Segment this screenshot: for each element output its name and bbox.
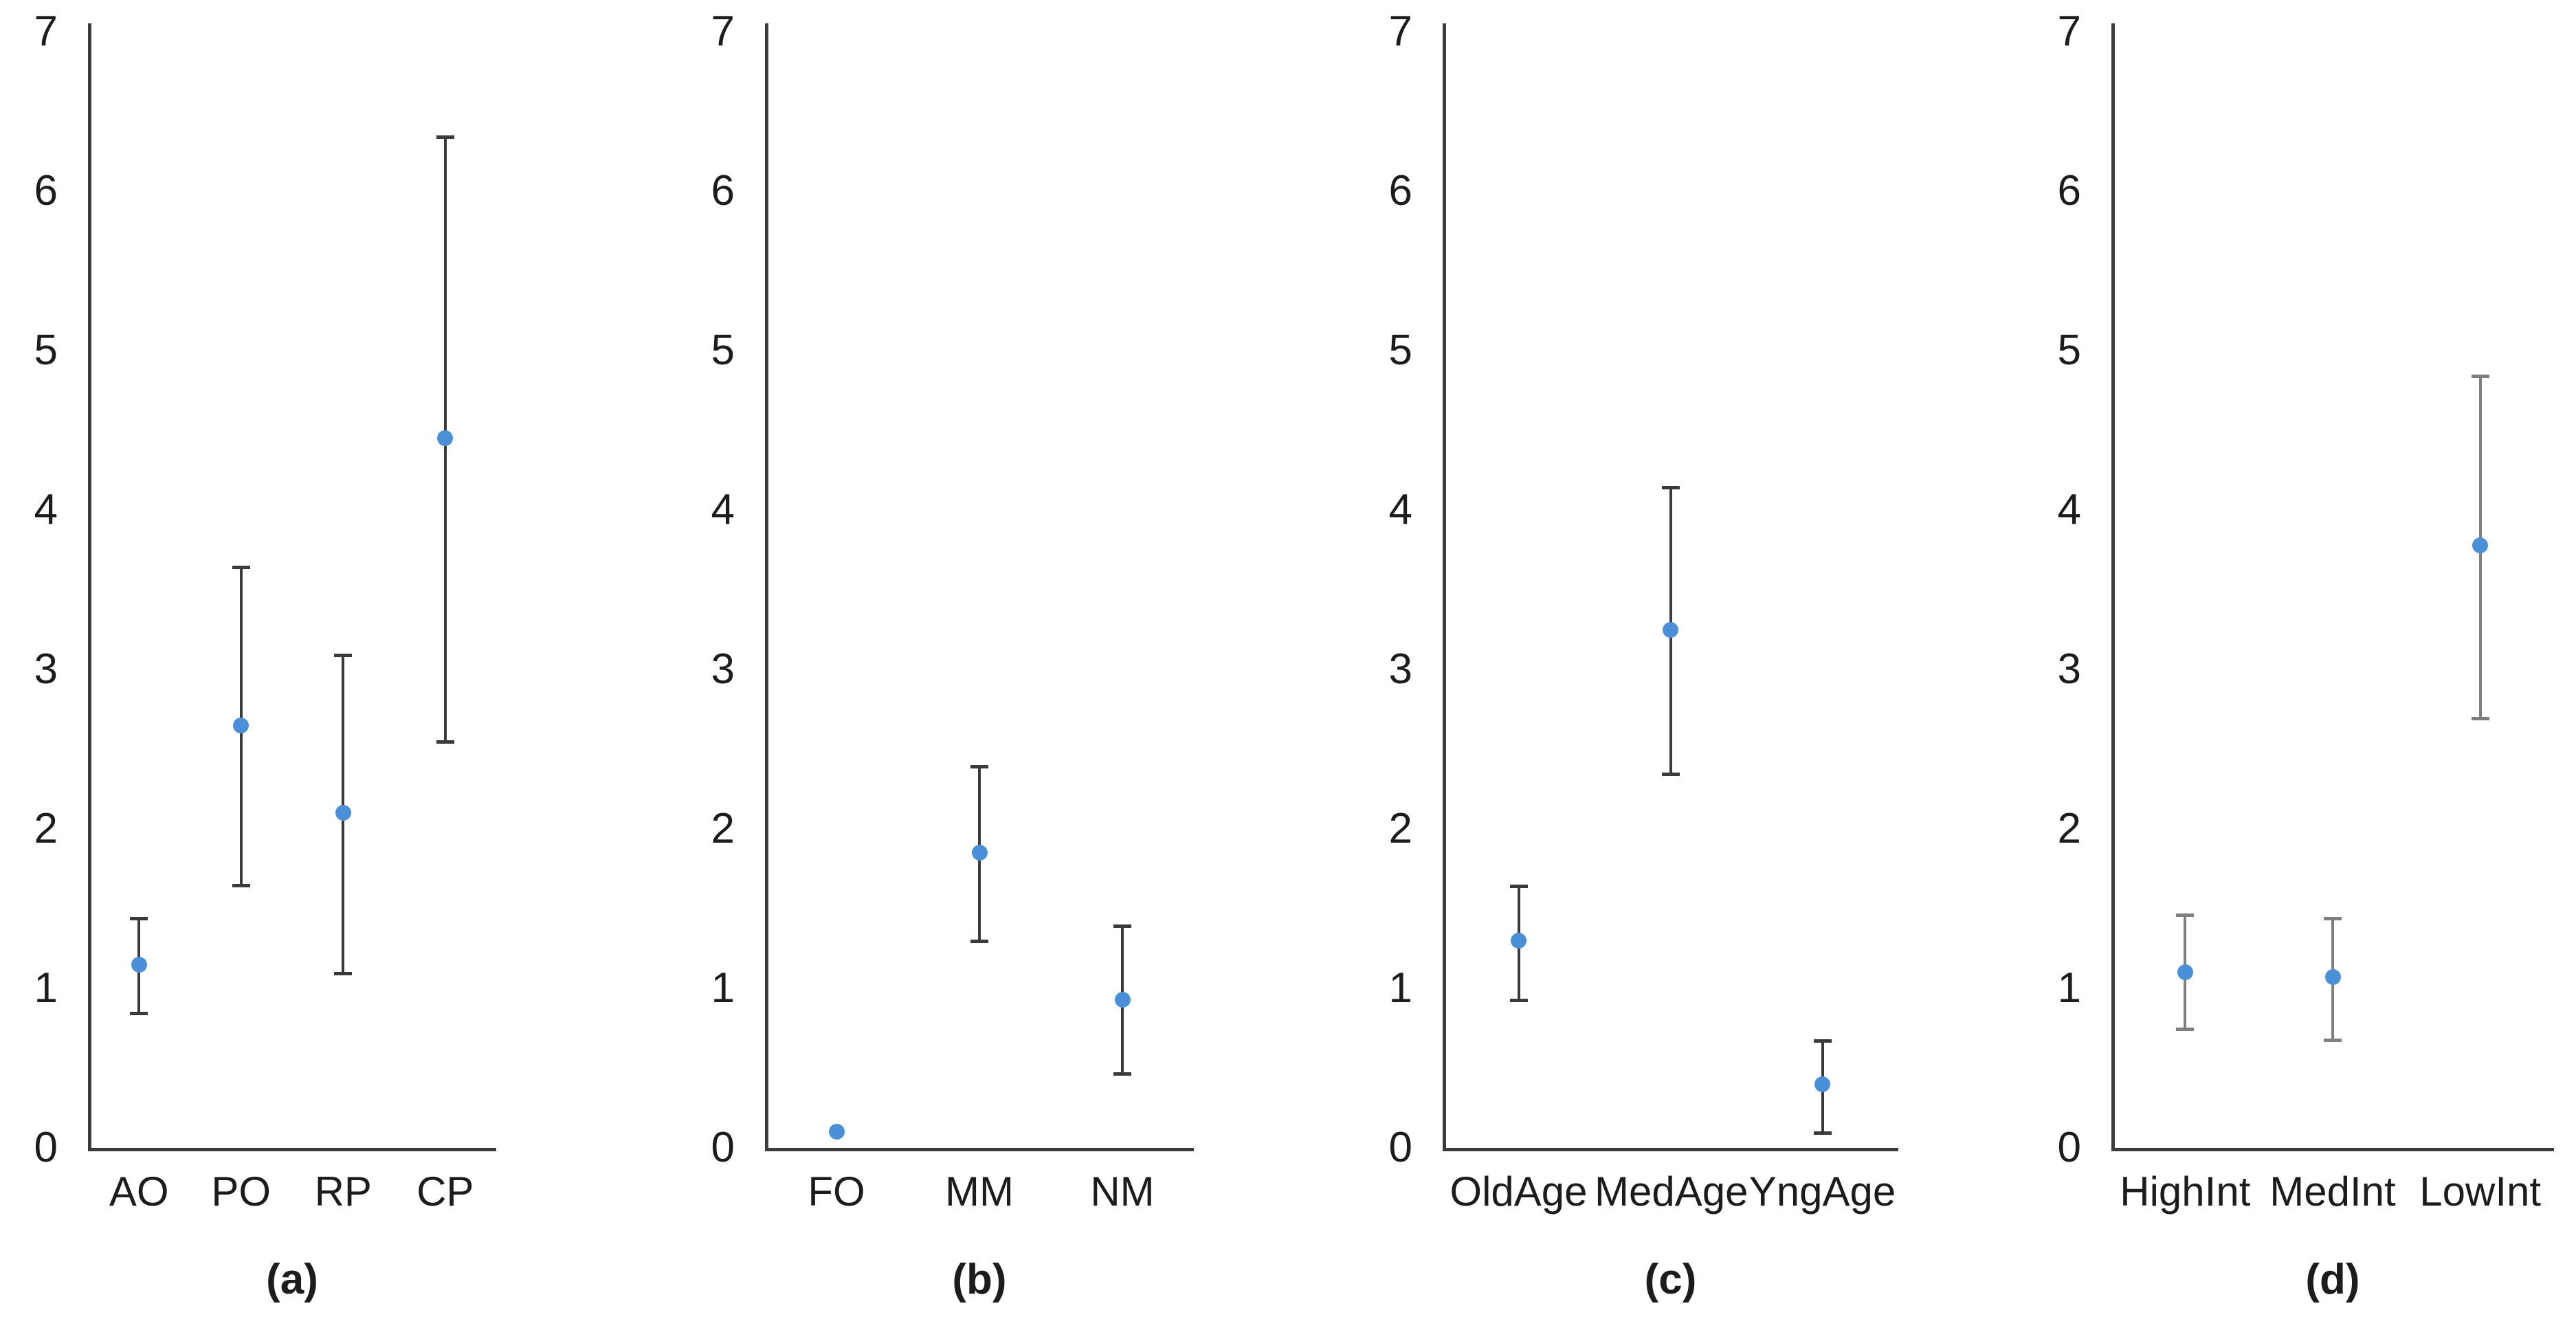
y-tick-label: 1 (34, 964, 58, 1012)
panel-c: 0 1 2 3 4 5 6 7 OldAge MedAge YngAge (c) (1292, 0, 1931, 1330)
error-bar-cap-bottom (1113, 1072, 1131, 1076)
y-tick-label: 2 (711, 805, 735, 852)
y-tick-label: 2 (2057, 805, 2081, 852)
x-axis-line (765, 1148, 1194, 1151)
error-bar-cap-top (1113, 924, 1131, 929)
panel-caption: (b) (952, 1256, 1007, 1303)
category-label: CP (417, 1168, 474, 1215)
y-tick-label: 6 (34, 167, 58, 214)
error-bar-cap-bottom (2176, 1028, 2195, 1031)
y-tick-label: 3 (1388, 645, 1412, 693)
y-tick-label: 3 (2057, 645, 2081, 693)
data-point-marker (828, 1124, 845, 1140)
error-bar-cap-bottom (2471, 716, 2489, 720)
y-axis-line (765, 23, 768, 1151)
data-point-marker (2324, 969, 2341, 986)
data-point-marker (971, 845, 988, 861)
panel-d: 0 1 2 3 4 5 6 7 HighInt MedInt LowInt (d) (1931, 0, 2576, 1330)
category-label: PO (211, 1168, 271, 1215)
y-tick-label: 7 (34, 8, 58, 55)
error-bar-cap-top (130, 916, 148, 920)
error-bar-cap-bottom (1813, 1131, 1832, 1135)
category-label: LowInt (2419, 1168, 2542, 1215)
y-tick-label: 6 (1388, 167, 1412, 214)
y-tick-label: 4 (34, 486, 58, 533)
y-tick-label: 4 (1388, 486, 1412, 533)
data-point-marker (1814, 1076, 1830, 1092)
y-tick-label: 6 (2057, 167, 2081, 214)
panel-a: 0 1 2 3 4 5 6 7 AO PO RP CP (a) (0, 0, 646, 1330)
y-tick-label: 0 (1388, 1124, 1412, 1171)
data-point-marker (2472, 537, 2489, 553)
error-bar-cap-top (970, 765, 988, 769)
category-label: AO (109, 1168, 169, 1215)
y-tick-label: 2 (1388, 805, 1412, 852)
error-bar-cap-bottom (334, 971, 353, 975)
panel-b: 0 1 2 3 4 5 6 7 FO MM NM (b) (646, 0, 1292, 1330)
data-point-marker (233, 717, 249, 733)
y-tick-label: 0 (711, 1124, 735, 1171)
error-bar-cap-top (232, 566, 250, 570)
error-bar-cap-top (2324, 916, 2342, 920)
data-point-marker (1511, 932, 1526, 949)
category-label: YngAge (1748, 1168, 1896, 1215)
y-tick-label: 1 (711, 964, 735, 1012)
data-point-marker (1663, 621, 1678, 638)
data-point-marker (335, 805, 351, 821)
x-axis-line (2111, 1148, 2554, 1151)
category-label: HighInt (2120, 1168, 2251, 1215)
category-label: RP (314, 1168, 372, 1215)
category-label: NM (1090, 1168, 1155, 1215)
y-tick-label: 0 (34, 1124, 58, 1171)
y-tick-label: 7 (711, 8, 735, 55)
y-tick-label: 2 (34, 805, 58, 852)
error-bar-cap-bottom (436, 740, 454, 744)
y-tick-label: 0 (2057, 1124, 2081, 1171)
data-point-marker (131, 956, 147, 973)
y-tick-label: 5 (34, 326, 58, 374)
y-tick-label: 3 (34, 645, 58, 693)
error-bar-cap-top (1661, 486, 1680, 490)
category-label: MedInt (2269, 1168, 2396, 1215)
category-label: MedAge (1595, 1168, 1748, 1215)
y-tick-label: 6 (711, 167, 735, 214)
error-bar-cap-bottom (1509, 999, 1528, 1003)
error-bar-cap-bottom (130, 1011, 148, 1015)
y-tick-label: 3 (711, 645, 735, 693)
y-tick-label: 5 (711, 326, 735, 374)
error-bar-cap-top (1509, 885, 1528, 889)
panel-caption: (d) (2305, 1256, 2360, 1303)
data-point-marker (437, 430, 454, 447)
y-tick-label: 7 (2057, 8, 2081, 55)
y-tick-label: 1 (1388, 964, 1412, 1012)
y-axis-line (2111, 23, 2115, 1151)
error-bar-cap-top (436, 135, 454, 139)
data-point-marker (1114, 991, 1131, 1008)
y-tick-label: 5 (1388, 326, 1412, 374)
y-axis-line (1443, 23, 1446, 1151)
panel-caption: (a) (266, 1256, 318, 1303)
y-axis-line (88, 23, 91, 1151)
data-point-marker (2177, 964, 2193, 981)
error-bar-cap-bottom (2324, 1039, 2342, 1043)
error-bar-cap-bottom (232, 884, 250, 888)
y-tick-label: 4 (711, 486, 735, 533)
y-tick-label: 4 (2057, 486, 2081, 533)
error-bar-cap-top (2176, 913, 2195, 917)
error-bar-cap-top (334, 653, 353, 657)
y-tick-label: 5 (2057, 326, 2081, 374)
category-label: OldAge (1450, 1168, 1588, 1215)
y-tick-label: 7 (1388, 8, 1412, 55)
error-bar-cap-top (1813, 1039, 1832, 1043)
x-axis-line (1443, 1148, 1898, 1151)
error-bar-cap-bottom (970, 940, 988, 944)
error-bar-cap-top (2471, 374, 2489, 378)
x-axis-line (88, 1148, 496, 1151)
category-label: MM (945, 1168, 1014, 1215)
y-tick-label: 1 (2057, 964, 2081, 1012)
panel-caption: (c) (1644, 1256, 1697, 1303)
category-label: FO (808, 1168, 865, 1215)
error-bar-cap-bottom (1661, 772, 1680, 776)
